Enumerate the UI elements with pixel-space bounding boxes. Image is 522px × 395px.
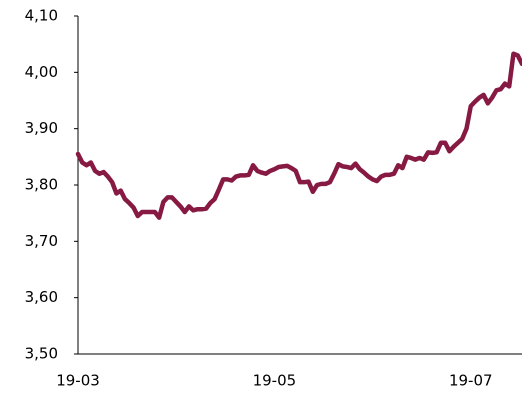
y-tick-label: 3,90: [25, 119, 58, 137]
y-tick-label: 3,80: [25, 176, 58, 194]
x-tick-label: 19-05: [253, 372, 297, 390]
y-tick-label: 4,00: [25, 63, 58, 81]
y-tick-label: 3,70: [25, 232, 58, 250]
y-tick-label: 3,60: [25, 288, 58, 306]
x-tick-label: 19-03: [56, 372, 100, 390]
line-series: [75, 51, 522, 220]
y-tick-label: 3,50: [25, 345, 58, 363]
y-tick-label: 4,10: [25, 7, 58, 25]
x-tick-label: 19-07: [449, 372, 493, 390]
